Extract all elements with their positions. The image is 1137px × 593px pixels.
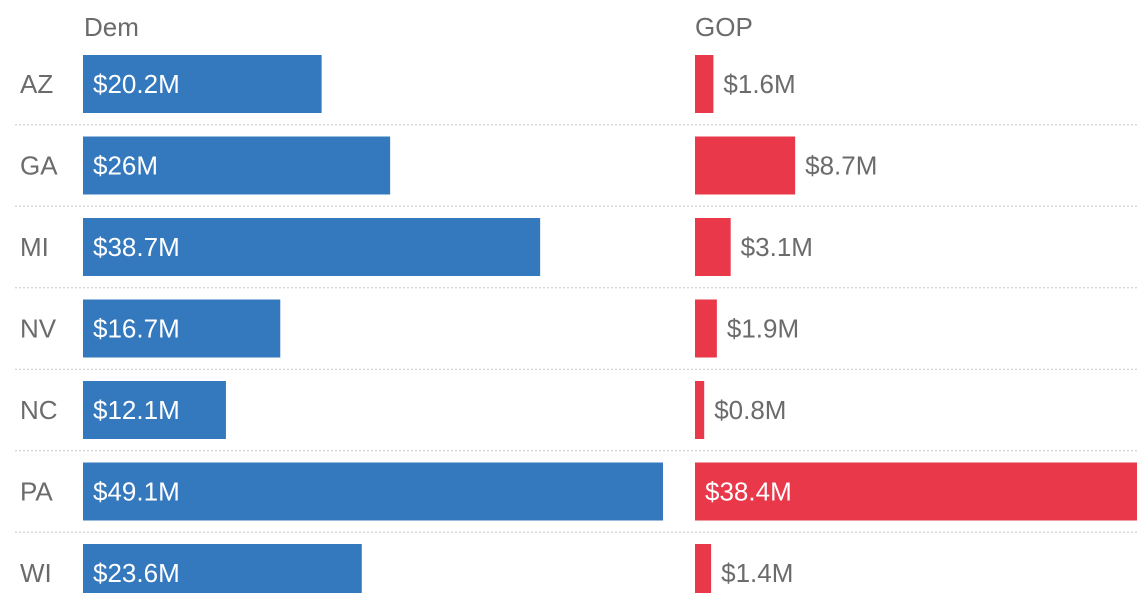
state-label: GA	[20, 151, 58, 181]
state-label: WI	[20, 558, 52, 588]
chart-row-az: AZ $20.2M $1.6M	[20, 55, 796, 113]
gop-value-label: $1.4M	[721, 558, 793, 588]
dem-column-header: Dem	[84, 12, 139, 42]
dem-bar	[83, 218, 541, 276]
gop-bar	[695, 218, 731, 276]
gop-value-label: $3.1M	[741, 232, 813, 262]
gop-value-label: $1.9M	[727, 314, 799, 344]
gop-bar	[695, 299, 717, 358]
dem-bar	[83, 136, 391, 195]
gop-bar	[695, 544, 712, 593]
gop-value-label: $38.4M	[705, 477, 792, 507]
dem-bar	[83, 55, 322, 113]
state-label: MI	[20, 232, 49, 262]
chart-row-nc: NC $12.1M $0.8M	[20, 381, 786, 439]
dem-value-label: $20.2M	[93, 69, 180, 99]
gop-value-label: $8.7M	[805, 151, 877, 181]
state-label: AZ	[20, 69, 53, 99]
dem-value-label: $38.7M	[93, 232, 180, 262]
dem-bar	[83, 299, 281, 358]
row-dividers	[15, 124, 1137, 533]
state-label: NV	[20, 314, 57, 344]
chart-row-nv: NV $16.7M $1.9M	[20, 299, 799, 358]
dem-value-label: $26M	[93, 151, 158, 181]
state-label: NC	[20, 395, 58, 425]
dem-bar	[83, 544, 362, 593]
gop-bar	[695, 381, 705, 439]
gop-bar	[695, 462, 1137, 521]
chart-row-wi: WI $23.6M $1.4M	[20, 544, 793, 593]
state-label: PA	[20, 477, 53, 507]
dem-value-label: $49.1M	[93, 477, 180, 507]
gop-bar	[695, 55, 714, 113]
gop-column-header: GOP	[695, 12, 753, 42]
dem-bar	[83, 381, 226, 439]
dem-value-label: $12.1M	[93, 395, 180, 425]
chart-row-ga: GA $26M $8.7M	[20, 136, 877, 195]
dem-value-label: $16.7M	[93, 314, 180, 344]
chart-row-mi: MI $38.7M $3.1M	[20, 218, 813, 276]
dem-value-label: $23.6M	[93, 558, 180, 588]
gop-value-label: $0.8M	[714, 395, 786, 425]
chart-row-pa: PA $49.1M $38.4M	[20, 462, 1137, 521]
dem-bar	[83, 462, 663, 521]
gop-value-label: $1.6M	[723, 69, 795, 99]
chart-rows: AZ $20.2M $1.6M GA $26M $8.7M MI $38.7M $3.1M NV $…	[20, 55, 1137, 593]
gop-bar	[695, 136, 796, 195]
